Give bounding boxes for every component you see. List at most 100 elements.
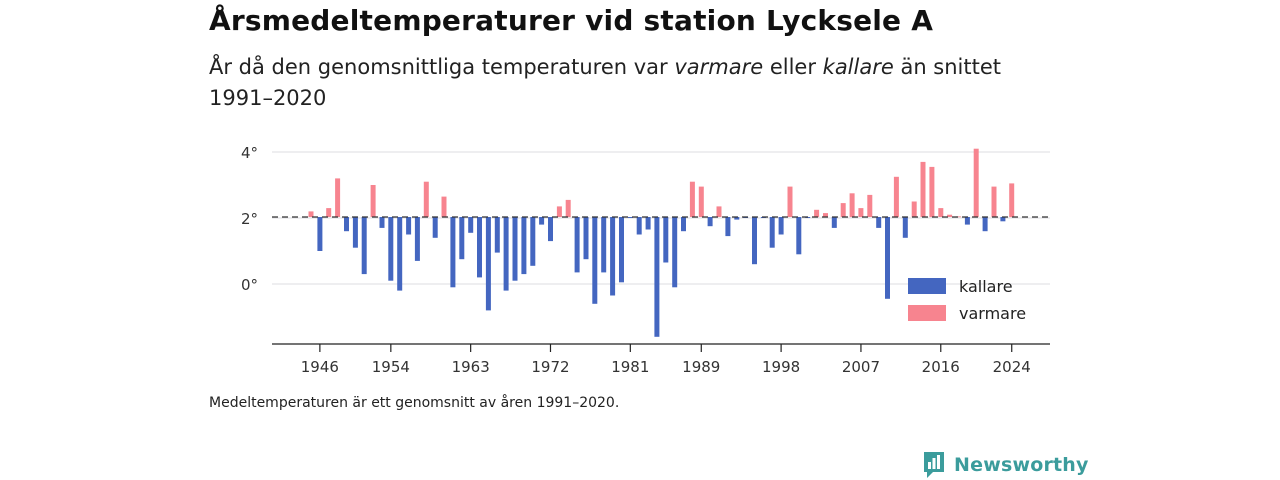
bar-1990 xyxy=(707,217,713,227)
bar-1984 xyxy=(654,217,660,337)
bar-1958 xyxy=(423,181,429,217)
bar-2002 xyxy=(814,209,820,218)
bar-1999 xyxy=(787,186,793,217)
bar-1971 xyxy=(539,217,545,225)
bar-2013 xyxy=(911,201,917,217)
bar-1993 xyxy=(734,217,740,220)
bar-1961 xyxy=(450,217,456,288)
bar-2009 xyxy=(876,217,882,228)
subtitle-part3: än snittet 1991–2020 xyxy=(209,55,1002,110)
bar-1972 xyxy=(548,217,553,242)
y-tick-label: 2° xyxy=(241,210,258,228)
bar-1973 xyxy=(556,206,562,217)
bar-1987 xyxy=(681,217,686,232)
x-tick-label: 1963 xyxy=(452,358,490,376)
legend-swatch-kallare xyxy=(908,278,946,294)
bar-1964 xyxy=(477,217,482,278)
bar-1989 xyxy=(698,186,704,217)
bar-1957 xyxy=(414,217,420,261)
bar-2005 xyxy=(840,203,846,217)
bar-2018 xyxy=(956,216,961,218)
bar-2021 xyxy=(982,217,988,232)
bar-1947 xyxy=(326,208,332,217)
bars xyxy=(308,148,1015,337)
bar-1948 xyxy=(335,178,341,217)
bar-2010 xyxy=(885,217,890,299)
y-tick-labels: 0° 2° 4° xyxy=(241,144,258,294)
bar-2014 xyxy=(920,161,926,217)
footnote: Medeltemperaturen är ett genomsnitt av å… xyxy=(209,395,620,411)
bar-1945 xyxy=(308,211,314,217)
legend-label-kallare: kallare xyxy=(959,277,1013,296)
bar-1959 xyxy=(432,217,438,238)
y-tick-label: 0° xyxy=(241,276,258,294)
legend-label-varmare: varmare xyxy=(959,304,1026,323)
temperature-bar-chart: 0° 2° 4° 1946 1954 1963 1972 1981 1989 1998 2007 2… xyxy=(241,144,1050,376)
bar-2004 xyxy=(831,217,837,228)
x-tick-label: 1946 xyxy=(301,358,339,376)
y-tick-label: 4° xyxy=(241,144,258,162)
bar-2016 xyxy=(938,208,944,217)
bar-2022 xyxy=(991,186,997,217)
subtitle-part1: År då den genomsnittliga temperaturen va… xyxy=(209,55,675,79)
bar-1955 xyxy=(397,217,403,291)
bar-1980 xyxy=(619,217,624,283)
bar-2017 xyxy=(947,214,953,217)
bar-1977 xyxy=(592,217,598,304)
bar-1956 xyxy=(406,217,412,235)
bar-1978 xyxy=(601,217,607,273)
bar-2000 xyxy=(796,217,802,255)
bar-1968 xyxy=(512,217,518,281)
x-tick-label: 1954 xyxy=(372,358,410,376)
brand-logo: Newsworthy xyxy=(922,450,1089,480)
bar-1983 xyxy=(645,217,651,230)
x-tick-label: 1989 xyxy=(682,358,720,376)
bar-2011 xyxy=(893,176,899,218)
bar-1986 xyxy=(672,217,678,288)
bar-1969 xyxy=(521,217,527,275)
bar-1966 xyxy=(494,217,500,253)
bar-1960 xyxy=(441,196,447,218)
bar-1997 xyxy=(769,217,775,248)
bar-1976 xyxy=(583,217,589,260)
bar-2006 xyxy=(849,193,855,218)
legend: kallare varmare xyxy=(908,277,1026,323)
legend-swatch-varmare xyxy=(908,305,946,321)
x-tick-label: 2016 xyxy=(922,358,960,376)
newsworthy-chart-icon xyxy=(924,452,944,478)
subtitle: År då den genomsnittliga temperaturen va… xyxy=(209,52,1029,114)
bar-1991 xyxy=(716,206,722,217)
bar-1995 xyxy=(752,217,757,265)
subtitle-part2: eller xyxy=(763,55,823,79)
bar-1963 xyxy=(468,217,474,233)
bar-2012 xyxy=(902,217,908,238)
bar-1970 xyxy=(530,217,536,266)
bar-1974 xyxy=(565,199,571,218)
x-tick-label: 2024 xyxy=(993,358,1031,376)
bar-1985 xyxy=(663,217,669,263)
bar-1953 xyxy=(379,217,385,228)
page-title: Årsmedeltemperaturer vid station Lycksel… xyxy=(209,4,934,37)
x-ticks: 1946 1954 1963 1972 1981 1989 1998 2007 2016 2024 xyxy=(301,344,1031,376)
bar-1979 xyxy=(610,217,616,296)
bar-2003 xyxy=(823,213,828,218)
bar-1962 xyxy=(459,217,465,260)
bar-2023 xyxy=(1000,217,1006,222)
bar-1982 xyxy=(636,217,642,235)
bar-1988 xyxy=(689,181,695,217)
bar-1992 xyxy=(725,217,731,237)
bar-1951 xyxy=(361,217,367,275)
bar-1952 xyxy=(370,185,376,217)
x-tick-label: 1972 xyxy=(531,358,569,376)
bar-1954 xyxy=(388,217,394,281)
bar-1950 xyxy=(352,217,358,248)
bar-1998 xyxy=(778,217,784,235)
x-tick-label: 1981 xyxy=(611,358,649,376)
bar-1981 xyxy=(627,217,633,218)
brand-name: Newsworthy xyxy=(954,454,1089,476)
bar-2024 xyxy=(1009,183,1015,218)
bar-1967 xyxy=(503,217,509,291)
bar-1946 xyxy=(317,217,323,251)
bar-2019 xyxy=(964,217,970,225)
x-tick-label: 2007 xyxy=(842,358,880,376)
